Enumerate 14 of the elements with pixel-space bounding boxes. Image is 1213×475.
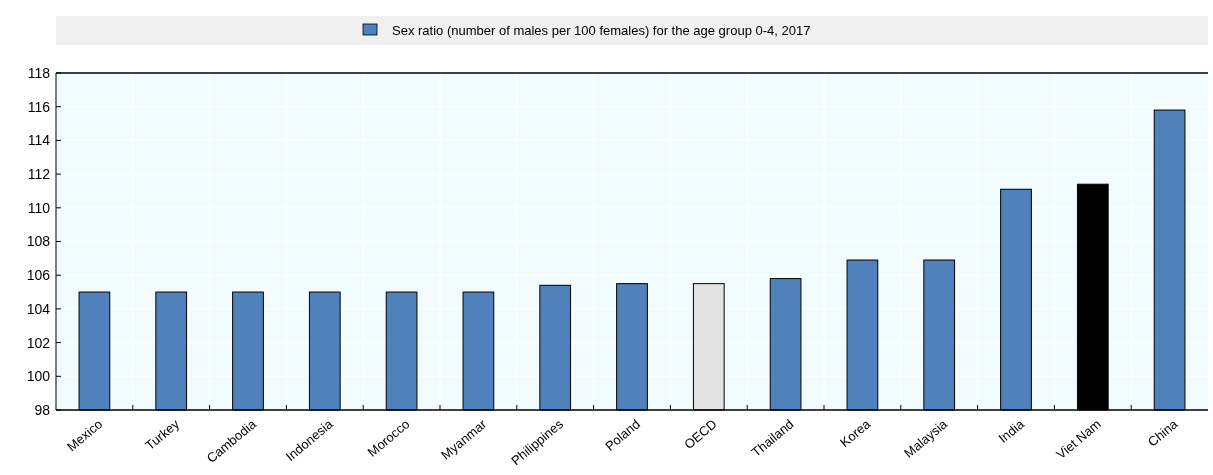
- x-tick-label: India: [995, 415, 1028, 446]
- y-tick-label: 116: [27, 98, 51, 115]
- y-tick-label: 104: [26, 300, 51, 317]
- y-tick-label: 106: [26, 267, 51, 284]
- y-tick-label: 114: [27, 132, 51, 149]
- legend-label: Sex ratio (number of males per 100 females) for the age group 0-4, 2017: [392, 22, 811, 38]
- y-tick-label: 110: [27, 199, 51, 216]
- x-tick-label: Viet Nam: [1053, 416, 1104, 462]
- y-tick-label: 108: [26, 233, 51, 250]
- y-tick-label: 100: [26, 368, 51, 385]
- y-tick-label: 98: [34, 401, 51, 418]
- y-tick-label: 112: [27, 166, 51, 182]
- y-tick-label: 102: [26, 334, 51, 351]
- y-tick-label: 118: [27, 64, 51, 81]
